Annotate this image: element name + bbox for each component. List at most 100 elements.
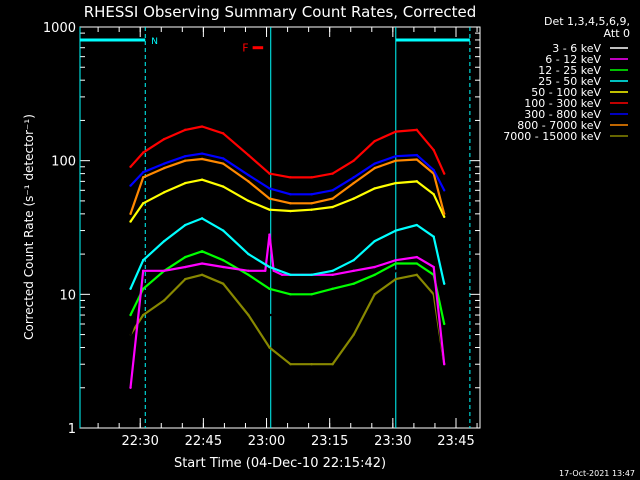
series-point xyxy=(163,162,166,165)
series-point xyxy=(129,165,132,168)
series-point xyxy=(331,363,334,366)
series-point xyxy=(221,265,225,269)
series-point xyxy=(394,159,397,162)
x-tick-label: 23:00 xyxy=(248,434,285,449)
x-tick-label: 22:30 xyxy=(121,434,158,449)
series-point xyxy=(352,159,355,162)
series-point xyxy=(331,205,334,209)
x-tick-label: 22:45 xyxy=(185,434,222,449)
series-point xyxy=(268,172,271,175)
series-point xyxy=(352,282,355,285)
series-point xyxy=(443,189,446,192)
series-point xyxy=(129,184,132,187)
series-point xyxy=(373,162,376,165)
series-point xyxy=(289,363,292,366)
series-point xyxy=(352,181,355,185)
series-point xyxy=(443,282,446,285)
y-tick-label: 1 xyxy=(68,422,76,437)
series-point xyxy=(221,282,225,285)
series-point xyxy=(184,128,187,132)
series-point xyxy=(141,287,145,291)
series-point xyxy=(373,273,376,277)
series-point xyxy=(310,363,313,366)
series-point xyxy=(141,269,145,272)
series-point xyxy=(310,293,313,296)
series-point xyxy=(184,159,187,162)
series-point xyxy=(141,170,145,174)
series-point xyxy=(352,306,355,309)
series-point xyxy=(221,185,225,188)
series-point xyxy=(331,197,334,200)
series-point xyxy=(247,313,250,317)
series-point xyxy=(268,346,271,349)
series-point xyxy=(200,265,204,269)
series-point xyxy=(394,269,397,272)
chart-title: RHESSI Observing Summary Count Rates, Co… xyxy=(84,3,477,21)
series-point xyxy=(184,181,187,185)
series-point xyxy=(129,220,132,223)
series-point xyxy=(200,152,204,155)
series-point xyxy=(268,197,271,200)
series-point xyxy=(331,313,334,317)
series-point xyxy=(394,277,397,281)
series-point xyxy=(129,313,132,317)
series-point xyxy=(310,176,313,179)
series-point xyxy=(280,273,284,277)
legend-label: 300 - 800 keV xyxy=(524,108,601,121)
series-point xyxy=(129,212,132,216)
series-point xyxy=(129,386,132,389)
series-point xyxy=(443,212,446,216)
x-tick-label: 23:30 xyxy=(374,434,411,449)
series-point xyxy=(289,293,292,296)
legend-label: 50 - 100 keV xyxy=(531,86,601,99)
x-tick-label: 23:15 xyxy=(311,434,348,449)
series-point xyxy=(331,287,334,291)
series-point xyxy=(247,153,250,157)
y-tick-label: 100 xyxy=(51,155,76,170)
series-point xyxy=(221,162,225,165)
series-point xyxy=(310,193,313,196)
series-point xyxy=(331,189,334,192)
series-point xyxy=(352,176,355,179)
series-point xyxy=(268,265,271,269)
series-point xyxy=(394,130,397,133)
series-point xyxy=(415,255,419,259)
series-point xyxy=(129,333,132,336)
series-point xyxy=(289,202,292,205)
series-point xyxy=(373,287,376,291)
series-point xyxy=(432,168,435,172)
attenuator-label: N xyxy=(151,37,158,47)
series-point xyxy=(415,262,419,265)
series-point xyxy=(184,269,187,272)
series-point xyxy=(141,176,145,179)
series-point xyxy=(141,259,145,262)
series-point xyxy=(373,139,376,143)
series-point xyxy=(289,176,292,179)
legend-label: 3 - 6 keV xyxy=(552,42,601,55)
series-point xyxy=(221,229,225,232)
series-point xyxy=(394,259,397,262)
series-point xyxy=(163,239,166,243)
series-point xyxy=(200,250,204,253)
series-point xyxy=(221,132,225,135)
y-tick-label: 10 xyxy=(59,288,76,303)
series-point xyxy=(310,273,313,277)
flare-marker-label: F xyxy=(242,42,248,55)
series-point xyxy=(289,313,292,317)
legend-header: Det 1,3,4,5,6,9, xyxy=(544,15,630,28)
series-point xyxy=(200,125,204,128)
series-point xyxy=(129,287,132,291)
series-point xyxy=(394,262,397,265)
series-point xyxy=(247,180,250,183)
legend-label: 800 - 7000 keV xyxy=(517,119,601,132)
series-point xyxy=(184,223,187,227)
series-point xyxy=(331,269,334,272)
legend-label: 25 - 50 keV xyxy=(538,75,601,88)
series-point xyxy=(415,158,419,161)
series-point xyxy=(310,313,313,317)
series-point xyxy=(200,262,204,265)
x-tick-label: 23:45 xyxy=(437,434,474,449)
series-point xyxy=(141,313,145,317)
series-point xyxy=(184,277,187,281)
series-point xyxy=(221,259,225,262)
